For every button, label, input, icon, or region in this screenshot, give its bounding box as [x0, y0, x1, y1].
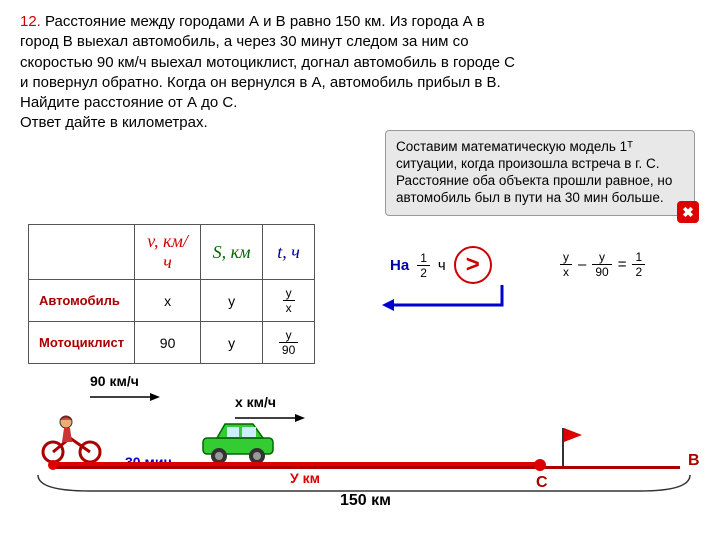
note-text: Составим математическую модель 1ᵀ ситуац…	[396, 139, 672, 205]
table-header-row: v, км/ч S, км t, ч	[29, 225, 315, 280]
eq-t1-num: y	[560, 250, 572, 265]
car-v: x	[135, 280, 201, 322]
problem-line5: Найдите расстояние от А до С.	[20, 94, 237, 111]
row-label-car: Автомобиль	[29, 280, 135, 322]
moto-s: y	[201, 322, 263, 364]
eq-r-den: 2	[632, 265, 645, 279]
eq-term1: yx	[560, 250, 572, 279]
note-box: Составим математическую модель 1ᵀ ситуац…	[385, 130, 695, 216]
label-150km: 150 км	[340, 492, 391, 510]
problem-line2: город В выехал автомобиль, а через 30 ми…	[20, 33, 469, 50]
row-label-moto: Мотоциклист	[29, 322, 135, 364]
moto-t-den: 90	[279, 343, 298, 357]
moto-v: 90	[135, 322, 201, 364]
data-table: v, км/ч S, км t, ч Автомобиль x y yx Мот…	[28, 224, 315, 364]
eq-result: 12	[632, 250, 645, 279]
hour-label: ч	[438, 257, 446, 274]
car-t: yx	[263, 280, 315, 322]
car-t-den: x	[283, 301, 295, 315]
header-t: t, ч	[263, 225, 315, 280]
eq-minus: –	[578, 256, 586, 273]
point-start	[48, 460, 58, 470]
point-c	[534, 459, 546, 471]
frac-half: 12	[417, 251, 430, 280]
moto-t-num: y	[279, 328, 298, 343]
close-button[interactable]: ✖	[677, 201, 699, 223]
speed-moto-text: 90 км/ч	[90, 373, 139, 389]
flag-icon	[562, 428, 564, 466]
diagram: 90 км/ч x км/ч 30 мин С В У км 150 км	[20, 388, 700, 528]
na-label: На	[390, 257, 409, 274]
arrow-connector	[380, 277, 520, 327]
header-s: S, км	[201, 225, 263, 280]
header-v: v, км/ч	[135, 225, 201, 280]
car-icon	[195, 420, 285, 466]
gt-symbol: >	[466, 251, 480, 279]
problem-number: 12.	[20, 13, 41, 30]
equation-main: yx – y90 = 12	[560, 250, 645, 279]
moto-t: y90	[263, 322, 315, 364]
label-speed-moto: 90 км/ч	[90, 373, 160, 405]
eq-term2: y90	[592, 250, 611, 279]
label-b: В	[688, 452, 700, 470]
table-row-moto: Мотоциклист 90 y y90	[29, 322, 315, 364]
eq-equals: =	[618, 256, 627, 273]
car-s: y	[201, 280, 263, 322]
problem-line4: и повернул обратно. Когда он вернулся в …	[20, 74, 501, 91]
problem-line6: Ответ дайте в километрах.	[20, 114, 208, 131]
eq-t1-den: x	[560, 265, 572, 279]
speed-car-text: x км/ч	[235, 394, 276, 410]
table-row-car: Автомобиль x y yx	[29, 280, 315, 322]
problem-text: 12. Расстояние между городами А и В равн…	[20, 12, 700, 134]
eq-t2-den: 90	[592, 265, 611, 279]
road-line	[50, 466, 680, 469]
header-blank	[29, 225, 135, 280]
problem-line3: скоростью 90 км/ч выехал мотоциклист, до…	[20, 54, 515, 71]
eq-t2-num: y	[592, 250, 611, 265]
car-t-num: y	[283, 286, 295, 301]
problem-line1: Расстояние между городами А и В равно 15…	[41, 13, 485, 30]
eq-r-num: 1	[632, 250, 645, 265]
road-line-red	[50, 462, 540, 466]
motorcycle-icon	[38, 408, 108, 464]
half-num: 1	[417, 251, 430, 266]
